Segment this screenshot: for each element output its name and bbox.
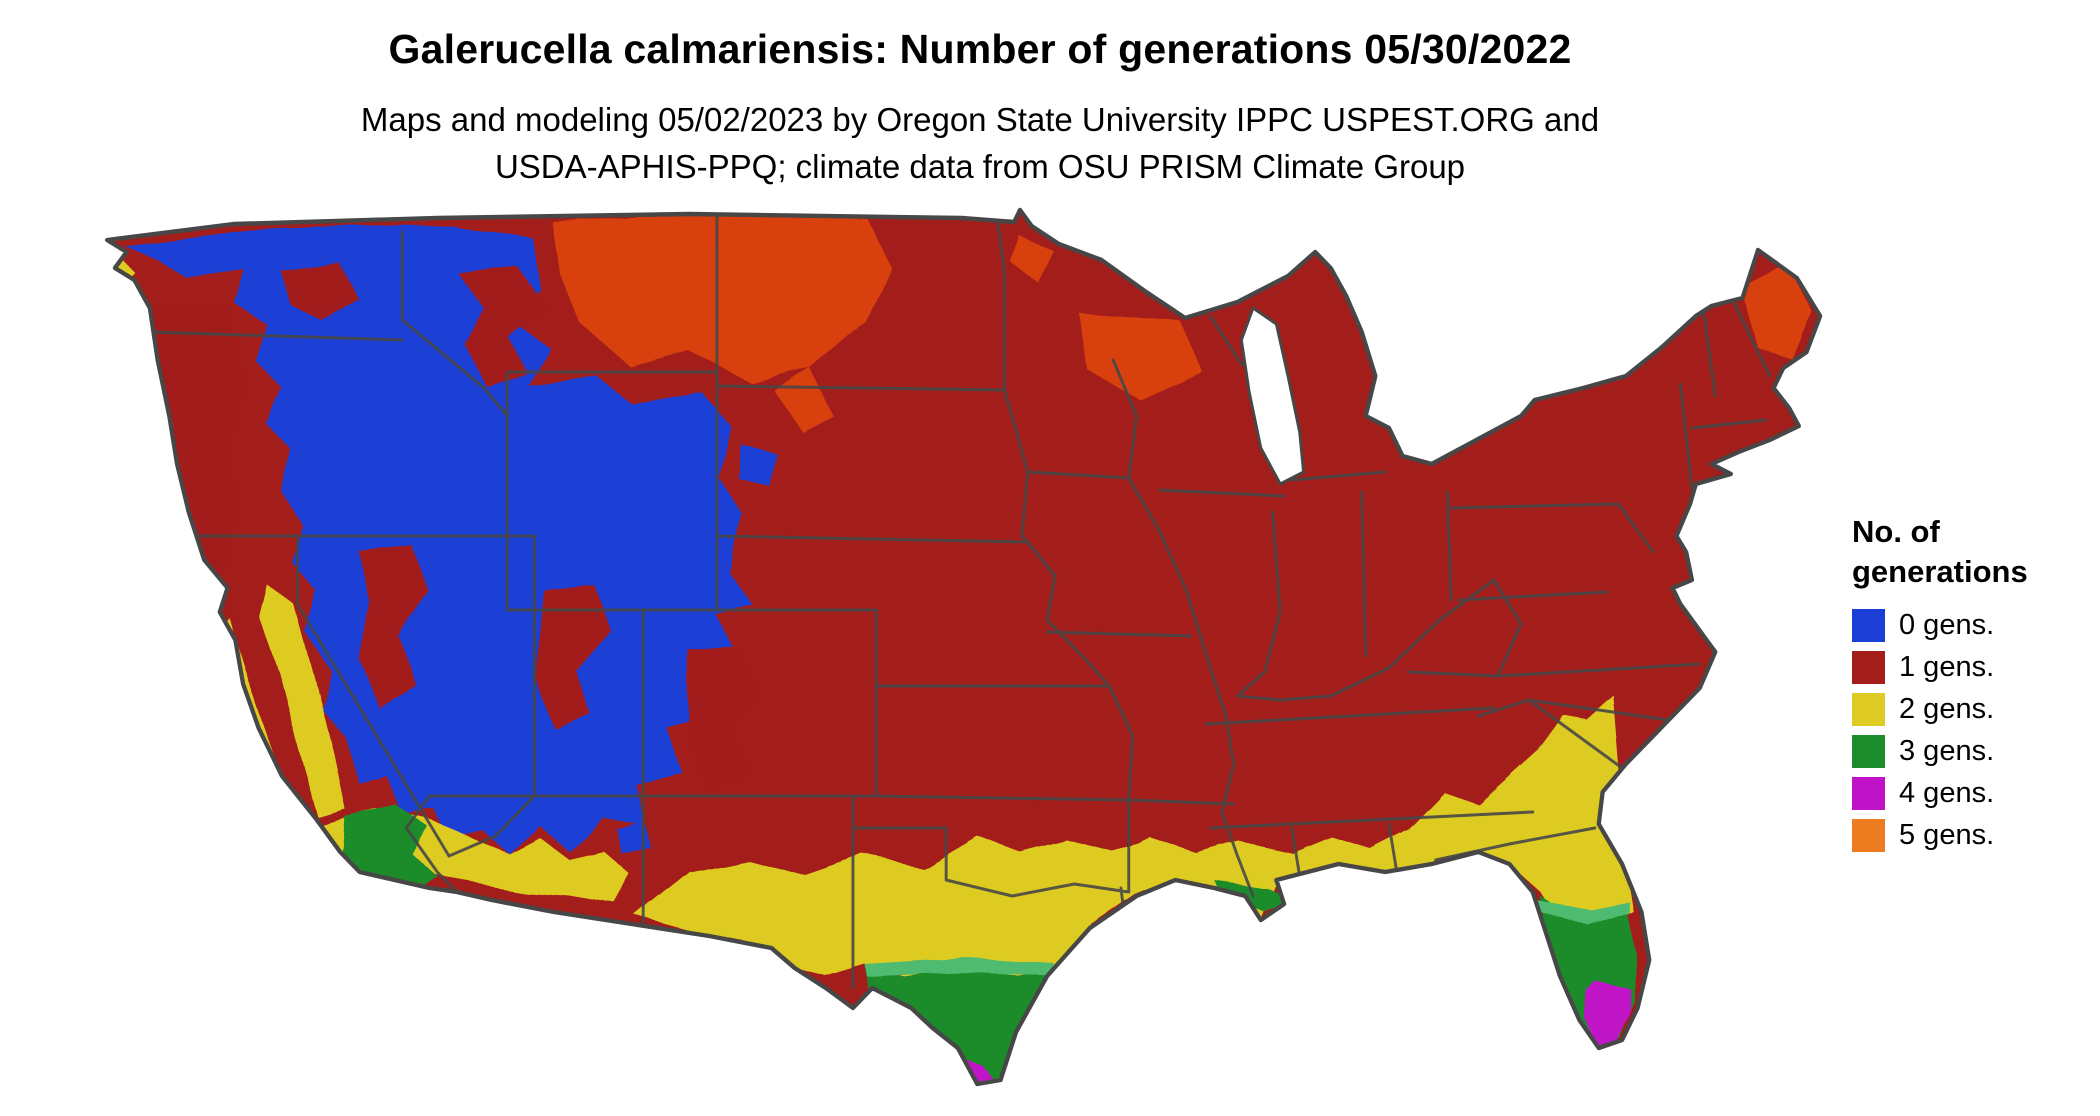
legend-label-3-gens: 3 gens.: [1899, 735, 1995, 768]
legend-swatch-2-gens: [1852, 693, 1885, 727]
zone-5-gens: [981, 1048, 1621, 1084]
legend-label-4-gens: 4 gens.: [1899, 777, 1995, 810]
zone-4-gens: [946, 984, 1634, 1084]
legend-items: 0 gens. 1 gens. 2 gens. 3 gens. 4 gens. …: [1852, 609, 2092, 853]
zone-1-gens-inliers: [149, 264, 760, 788]
legend-swatch-1-gens: [1852, 651, 1885, 685]
map-body: [107, 210, 1821, 1084]
national-outline: [104, 207, 1823, 1087]
legend-item-0-gens: 0 gens.: [1852, 609, 2092, 643]
legend-item-2-gens: 2 gens.: [1852, 693, 2092, 727]
subtitle-line-1: Maps and modeling 05/02/2023 by Oregon S…: [360, 101, 1600, 138]
header: Galerucella calmariensis: Number of gene…: [0, 26, 1960, 191]
legend-label-2-gens: 2 gens.: [1899, 693, 1995, 726]
legend-item-4-gens: 4 gens.: [1852, 777, 2092, 811]
us-generations-map: [104, 207, 1823, 1087]
legend-swatch-0-gens: [1852, 609, 1885, 643]
subtitle-line-2: USDA-APHIS-PPQ; climate data from OSU PR…: [494, 147, 1466, 185]
map-container: [78, 196, 1826, 1112]
legend-label-5-gens: 5 gens.: [1899, 819, 1995, 852]
zone-hot-red-shading: [549, 212, 1813, 432]
legend-item-3-gens: 3 gens.: [1852, 735, 2092, 769]
zone-0-gens: [126, 222, 776, 856]
generation-zones: [111, 212, 1813, 1084]
legend-label-0-gens: 0 gens.: [1899, 609, 1995, 642]
state-borders: [148, 212, 1772, 990]
lake-michigan: [1239, 305, 1306, 486]
legend-item-5-gens: 5 gens.: [1852, 819, 2092, 853]
legend-swatch-4-gens: [1852, 777, 1885, 811]
map-subtitle: Maps and modeling 05/02/2023 by Oregon S…: [0, 97, 1960, 191]
zone-3-gens-fringe: [864, 900, 1630, 976]
legend-label-1-gens: 1 gens.: [1899, 651, 1995, 684]
legend: No. of generations 0 gens. 1 gens. 2 gen…: [1852, 512, 2092, 861]
zone-3-gens: [340, 804, 1638, 1084]
legend-title-line-1: No. of: [1852, 514, 1940, 549]
legend-title-line-2: generations: [1852, 553, 2028, 589]
legend-swatch-3-gens: [1852, 735, 1885, 769]
legend-item-1-gens: 1 gens.: [1852, 651, 2092, 685]
legend-swatch-5-gens: [1852, 819, 1885, 853]
page-title: Galerucella calmariensis: Number of gene…: [388, 26, 1572, 72]
legend-title: No. of generations: [1852, 512, 2092, 591]
